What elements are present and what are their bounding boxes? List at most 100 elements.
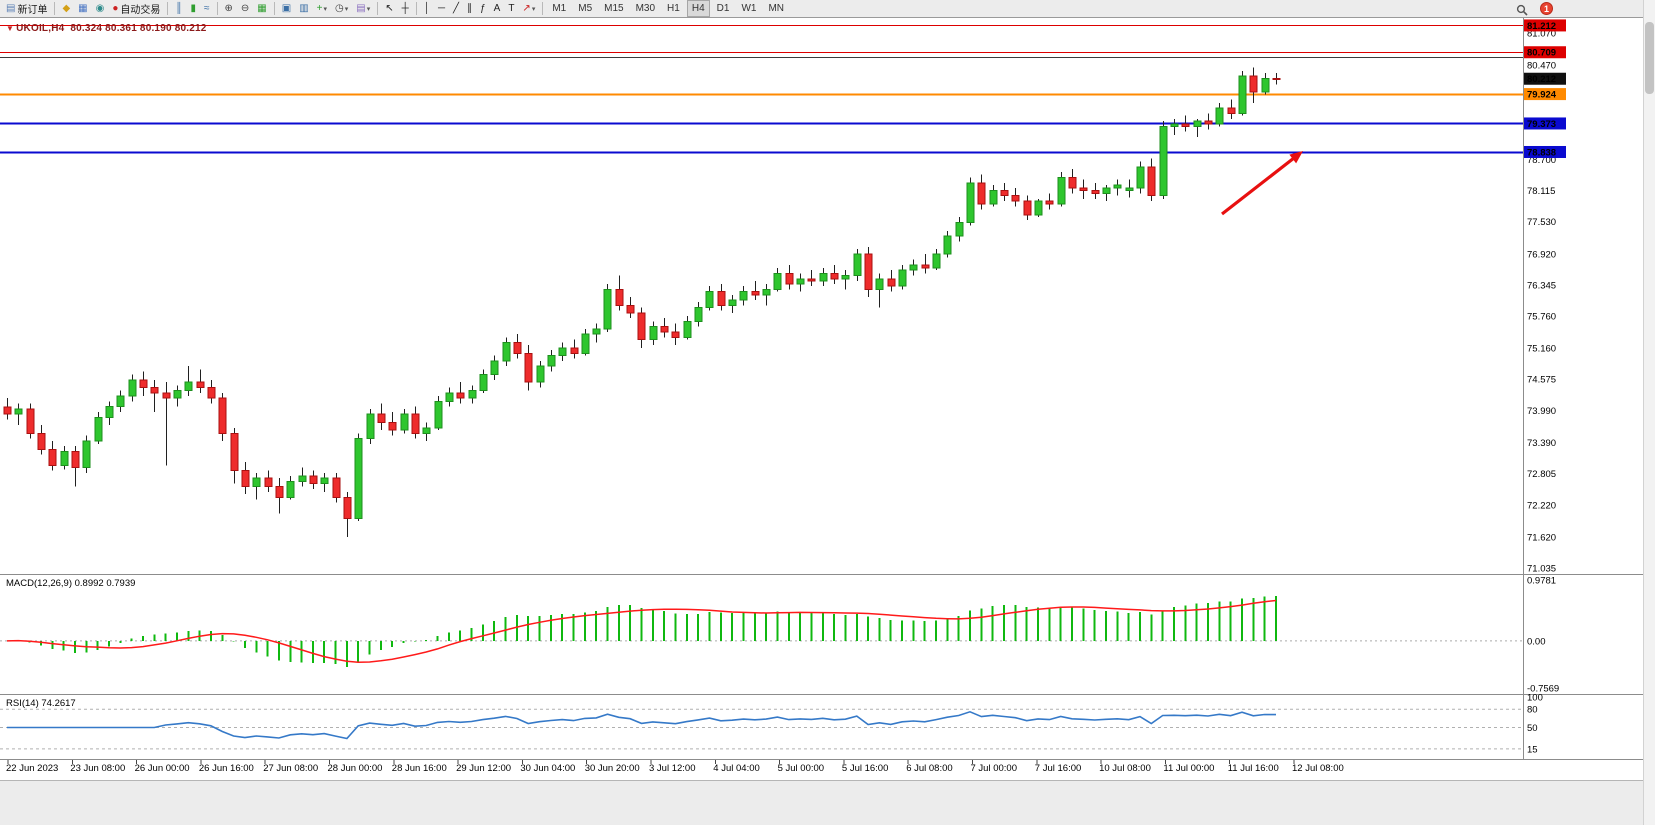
- market-watch-icon: ◉: [95, 2, 105, 14]
- price-axis-label: 78.115: [1527, 186, 1555, 197]
- candle-body: [252, 477, 261, 488]
- candle-body: [128, 379, 137, 397]
- price-axis-label: 72.805: [1527, 469, 1556, 480]
- candle-body: [60, 450, 69, 466]
- candle-body: [966, 182, 975, 223]
- candle-body: [581, 333, 590, 354]
- scrollbar-thumb[interactable]: [1645, 22, 1654, 94]
- line-chart-button[interactable]: ≈: [200, 0, 214, 18]
- fibonacci-button[interactable]: ƒ: [476, 0, 490, 18]
- candle-body: [332, 477, 341, 498]
- price-axis-label: 80.470: [1527, 60, 1556, 71]
- timeframe-mn-button[interactable]: MN: [768, 3, 784, 14]
- text-label-button[interactable]: T: [504, 0, 518, 18]
- text-button[interactable]: A: [490, 0, 505, 18]
- arrow-annotation-shaft[interactable]: [1221, 155, 1297, 216]
- profiles-icon: ◆: [62, 2, 71, 14]
- indicators-button[interactable]: + ▾: [313, 0, 331, 18]
- candle-body: [875, 278, 884, 290]
- candle-body: [320, 477, 329, 484]
- arrange-windows-button[interactable]: ▥: [295, 0, 312, 18]
- time-label: 26 Jun 16:00: [199, 763, 254, 774]
- candle-body: [513, 342, 522, 354]
- candle-body: [479, 374, 488, 392]
- candle-body: [1102, 187, 1111, 194]
- vertical-line-button[interactable]: │: [420, 0, 434, 18]
- price-axis-label: 71.035: [1527, 563, 1556, 574]
- candlestick-chart-button[interactable]: ▮: [186, 0, 200, 18]
- candle-body: [853, 253, 862, 277]
- macd-axis-label: -0.7569: [1527, 684, 1559, 695]
- vertical-scrollbar[interactable]: [1643, 0, 1655, 825]
- new-order-button[interactable]: ▤ 新订单: [2, 0, 51, 18]
- timeframe-h4-button[interactable]: H4: [686, 0, 710, 17]
- templates-button[interactable]: ▤ ▾: [352, 0, 374, 18]
- candle-body: [1091, 189, 1100, 194]
- candle-body: [717, 291, 726, 306]
- timeframe-m5-button[interactable]: M5: [578, 3, 593, 14]
- market-watch-button[interactable]: ◉: [92, 0, 109, 18]
- time-label: 5 Jul 16:00: [842, 763, 888, 774]
- dropdown-arrow-icon: ▾: [344, 5, 349, 13]
- timeframe-d1-button[interactable]: D1: [716, 3, 730, 14]
- periods-icon: ◷: [335, 2, 344, 14]
- candle-body: [558, 347, 567, 357]
- toolbar: ▤ 新订单 ◆ ▦ ◉ ● 自动交易 ║ ▮ ≈ ⊕ ⊖ ▦ ▣ ▥ + ▾ ◷ ▾ ▤ ▾ ↖ ┼ │ ─ ╱ ∥ ƒ A T ↗ ▾ M1 M…: [0, 0, 1643, 18]
- grid-button[interactable]: ▦: [253, 0, 270, 18]
- candle-body: [536, 365, 545, 383]
- bar-chart-button[interactable]: ║: [171, 0, 186, 18]
- price-axis-label: 73.390: [1527, 438, 1556, 449]
- price-tag-label: 80.212: [1527, 74, 1556, 85]
- candle-body: [71, 450, 80, 468]
- time-label: 30 Jun 04:00: [520, 763, 575, 774]
- time-label: 7 Jul 16:00: [1035, 763, 1081, 774]
- search-icon[interactable]: [1516, 3, 1528, 21]
- charts-grid-icon: ▦: [78, 2, 88, 14]
- candle-body: [1079, 187, 1088, 191]
- time-label: 28 Jun 00:00: [328, 763, 383, 774]
- channel-button[interactable]: ∥: [463, 0, 476, 18]
- text-icon: A: [493, 2, 501, 14]
- timeframe-m15-button[interactable]: M15: [604, 3, 624, 14]
- crosshair-button[interactable]: ┼: [398, 0, 413, 18]
- candle-body: [728, 299, 737, 306]
- price-axis-label: 75.160: [1527, 344, 1556, 355]
- autotrading-icon: ●: [112, 2, 119, 14]
- candle-body: [1181, 123, 1190, 127]
- candle-body: [14, 408, 23, 415]
- time-label: 10 Jul 08:00: [1099, 763, 1151, 774]
- candle-body: [649, 326, 658, 341]
- profiles-button[interactable]: ◆: [58, 0, 74, 18]
- candle-body: [94, 416, 103, 442]
- timeframe-w1-button[interactable]: W1: [741, 3, 757, 14]
- autotrading-button[interactable]: ● 自动交易: [108, 0, 164, 18]
- chart-title: ▼ UKOIL,H4 80.324 80.361 80.190 80.212: [6, 23, 207, 34]
- cursor-button[interactable]: ↖: [381, 0, 397, 18]
- notification-badge[interactable]: 1: [1540, 2, 1553, 15]
- candle-body: [434, 400, 443, 429]
- arrows-button[interactable]: ↗ ▾: [518, 0, 539, 18]
- horizontal-line-button[interactable]: ─: [434, 0, 449, 18]
- periods-button[interactable]: ◷ ▾: [331, 0, 352, 18]
- candle-body: [298, 475, 307, 482]
- trendline-button[interactable]: ╱: [449, 0, 463, 18]
- zoom-in-button[interactable]: ⊕: [221, 0, 237, 18]
- zoom-in-icon: ⊕: [224, 2, 233, 14]
- candle-body: [275, 486, 284, 498]
- arrow-annotation-head[interactable]: [1289, 151, 1303, 164]
- candle-body: [3, 406, 12, 415]
- timeframe-m1-button[interactable]: M1: [552, 3, 567, 14]
- timeframe-h1-button[interactable]: H1: [667, 3, 680, 14]
- time-label: 7 Jul 00:00: [971, 763, 1017, 774]
- timeframe-m30-button[interactable]: M30: [635, 3, 656, 14]
- charts-grid-button[interactable]: ▦: [74, 0, 91, 18]
- candle-body: [1147, 166, 1156, 197]
- candle-body: [705, 291, 714, 309]
- zoom-out-button[interactable]: ⊖: [237, 0, 253, 18]
- symbol-label: UKOIL,H4: [16, 23, 65, 34]
- ohlc-values: 80.324 80.361 80.190 80.212: [70, 23, 207, 34]
- tile-windows-button[interactable]: ▣: [278, 0, 295, 18]
- price-axis-label: 75.760: [1527, 312, 1556, 323]
- candle-body: [490, 360, 499, 376]
